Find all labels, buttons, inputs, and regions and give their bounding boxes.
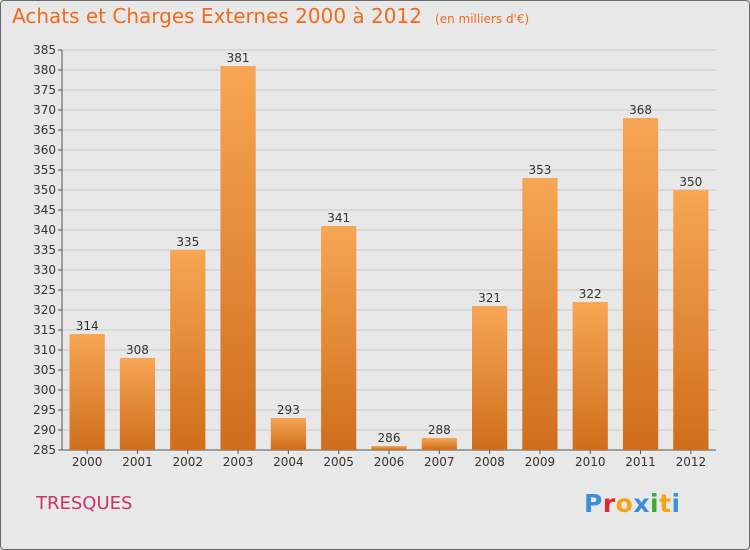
y-tick-label: 335 — [33, 243, 56, 257]
logo-letter: r — [602, 489, 616, 518]
bar-2002 — [170, 250, 206, 450]
value-label-2006: 286 — [378, 431, 401, 445]
value-label-2000: 314 — [76, 319, 99, 333]
x-tick-label-2001: 2001 — [122, 455, 153, 469]
logo-letter: o — [615, 489, 634, 518]
value-label-2002: 335 — [176, 235, 199, 249]
y-tick-label: 330 — [33, 263, 56, 277]
value-label-2009: 353 — [528, 163, 551, 177]
y-tick-label: 340 — [33, 223, 56, 237]
x-tick-label-2003: 2003 — [223, 455, 254, 469]
bar-2009 — [522, 178, 558, 450]
value-label-2010: 322 — [579, 287, 602, 301]
chart-title: Achats et Charges Externes 2000 à 2012 — [12, 4, 422, 28]
commune-name: TRESQUES — [36, 493, 133, 514]
y-tick-label: 385 — [33, 43, 56, 57]
y-tick-label: 370 — [33, 103, 56, 117]
bar-2004 — [270, 418, 306, 450]
value-label-2001: 308 — [126, 343, 149, 357]
value-label-2005: 341 — [327, 211, 350, 225]
value-label-2003: 381 — [227, 51, 250, 65]
logo-letter: P — [584, 489, 603, 518]
y-tick-label: 355 — [33, 163, 56, 177]
y-tick-label: 310 — [33, 343, 56, 357]
bar-2008 — [472, 306, 508, 450]
y-tick-label: 305 — [33, 363, 56, 377]
y-tick-label: 295 — [33, 403, 56, 417]
x-tick-label-2002: 2002 — [172, 455, 203, 469]
logo-letter: t — [659, 489, 672, 518]
chart-title-block: Achats et Charges Externes 2000 à 2012 (… — [12, 4, 529, 28]
x-tick-label-2006: 2006 — [374, 455, 405, 469]
logo-letter: x — [633, 489, 650, 518]
x-tick-label-2004: 2004 — [273, 455, 304, 469]
unit-note: (en milliers d'€) — [435, 12, 530, 26]
x-tick-label-2008: 2008 — [474, 455, 505, 469]
logo-letter: i — [671, 489, 681, 518]
value-label-2007: 288 — [428, 423, 451, 437]
y-tick-label: 325 — [33, 283, 56, 297]
y-tick-label: 290 — [33, 423, 56, 437]
y-tick-label: 350 — [33, 183, 56, 197]
value-label-2008: 321 — [478, 291, 501, 305]
bar-2005 — [321, 226, 357, 450]
x-tick-label-2009: 2009 — [525, 455, 556, 469]
value-label-2012: 350 — [679, 175, 702, 189]
y-tick-label: 285 — [33, 443, 56, 457]
value-label-2004: 293 — [277, 403, 300, 417]
y-tick-label: 365 — [33, 123, 56, 137]
x-tick-label-2005: 2005 — [323, 455, 354, 469]
bar-2010 — [572, 302, 608, 450]
bar-2006 — [371, 446, 407, 450]
logo-letter: i — [650, 489, 660, 518]
x-tick-label-2010: 2010 — [575, 455, 606, 469]
value-label-2011: 368 — [629, 103, 652, 117]
bar-2001 — [119, 358, 156, 450]
x-tick-label-2000: 2000 — [72, 455, 103, 469]
x-tick-label-2012: 2012 — [676, 455, 707, 469]
y-tick-label: 315 — [33, 323, 56, 337]
bar-2012 — [673, 190, 709, 450]
x-tick-label-2007: 2007 — [424, 455, 455, 469]
bar-2003 — [220, 66, 256, 450]
y-tick-label: 320 — [33, 303, 56, 317]
bar-2000 — [69, 334, 105, 450]
y-tick-label: 345 — [33, 203, 56, 217]
bar-2007 — [421, 438, 457, 450]
x-tick-label-2011: 2011 — [625, 455, 656, 469]
y-tick-label: 375 — [33, 83, 56, 97]
y-tick-label: 380 — [33, 63, 56, 77]
bar-2011 — [622, 118, 659, 450]
y-tick-label: 300 — [33, 383, 56, 397]
y-tick-label: 360 — [33, 143, 56, 157]
proxiti-logo: Proxiti — [584, 489, 681, 518]
